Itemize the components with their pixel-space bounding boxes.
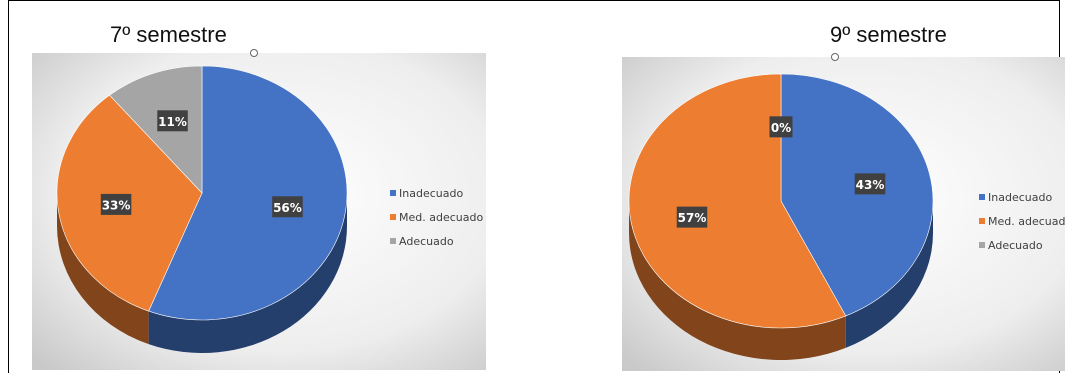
pie-chart-9: 43% 57% 0%: [622, 57, 1065, 371]
data-label-box: [100, 193, 132, 215]
pie-slice-side: [629, 201, 846, 360]
data-label-box: [272, 196, 303, 218]
pie-slice-inadecuado: [780, 73, 934, 317]
selection-handle[interactable]: [831, 53, 839, 61]
data-label: 0%: [769, 116, 793, 138]
data-label-text: 11%: [158, 115, 187, 129]
legend-swatch-adecuado: [979, 242, 985, 248]
chart-title-7: 7º semestre: [110, 22, 227, 47]
chart-title-9: 9º semestre: [830, 22, 947, 47]
data-label-text: 0%: [771, 121, 791, 135]
selection-handle[interactable]: [250, 49, 258, 57]
legend-swatch-inadecuado: [979, 194, 985, 200]
legend-label: Med. adecuado: [399, 210, 484, 224]
pie-slice-adecuado: [109, 65, 203, 194]
data-label-box: [676, 206, 708, 228]
legend-swatch-inadecuado: [390, 190, 396, 196]
data-label-box: [769, 116, 793, 138]
data-label-box: [854, 173, 886, 195]
data-label: 56%: [272, 196, 303, 218]
legend-label: Adecuado: [988, 238, 1043, 252]
pie-slice-side: [57, 193, 149, 345]
data-label: 33%: [100, 193, 132, 215]
data-label-text: 43%: [856, 178, 885, 192]
legend-swatch-med-adecuado: [979, 218, 985, 224]
chart-panel-9: 43% 57% 0% Inadecuado Med. adecuado Adecua…: [622, 57, 1065, 371]
legend-item-inadecuado: Inadecuado: [979, 185, 1065, 209]
legend-label: Med. adecuado: [988, 214, 1065, 228]
data-label-box: [157, 110, 188, 132]
legend-label: Inadecuado: [988, 190, 1053, 204]
legend-item-adecuado: Adecuado: [979, 233, 1065, 257]
legend-7: Inadecuado Med. adecuado Adecuado: [390, 181, 483, 253]
pie-slice-side: [845, 201, 933, 348]
legend-item-med-adecuado: Med. adecuado: [390, 205, 483, 229]
pie-slice-inadecuado: [148, 65, 348, 321]
data-label-text: 56%: [273, 201, 302, 215]
legend-swatch-med-adecuado: [390, 214, 396, 220]
data-label: 11%: [157, 110, 188, 132]
pie-chart-7: 56% 33% 11%: [32, 53, 486, 370]
data-label: 57%: [676, 206, 708, 228]
chart-panel-7: 56% 33% 11% Inadecuado Med. adecuado Adecu…: [32, 53, 486, 370]
data-label: 43%: [854, 173, 886, 195]
pie-slice-side: [148, 193, 347, 353]
legend-9: Inadecuado Med. adecuado Adecuado: [979, 185, 1065, 257]
pie-slice-med-adecuado: [628, 73, 847, 329]
legend-label: Adecuado: [399, 234, 454, 248]
legend-item-inadecuado: Inadecuado: [390, 181, 483, 205]
data-label-text: 33%: [102, 198, 131, 212]
legend-swatch-adecuado: [390, 238, 396, 244]
data-label-text: 57%: [678, 211, 707, 225]
legend-item-med-adecuado: Med. adecuado: [979, 209, 1065, 233]
legend-item-adecuado: Adecuado: [390, 229, 483, 253]
legend-label: Inadecuado: [399, 186, 464, 200]
